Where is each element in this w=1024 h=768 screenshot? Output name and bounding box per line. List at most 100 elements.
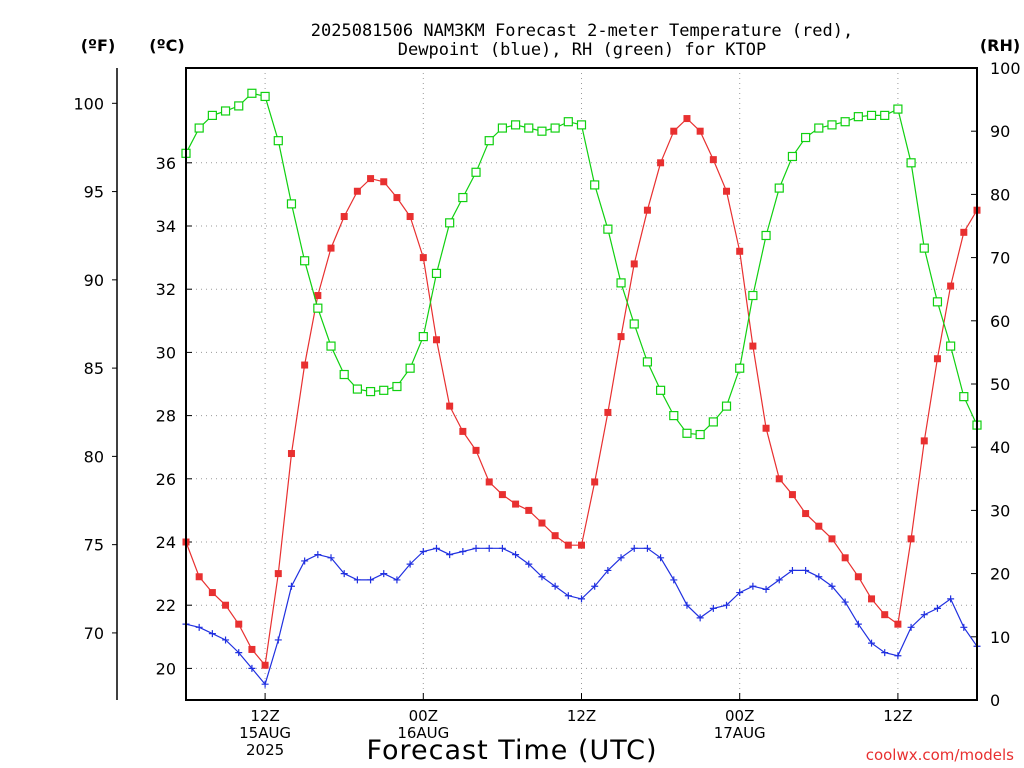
rh-point [326,341,336,351]
rh-point [458,192,468,203]
rh-tick-label: 20 [990,565,1010,584]
time-tick-label: 00Z [725,707,754,725]
rh-point [260,91,270,102]
fahrenheit-tick-label: 80 [84,447,104,466]
dewpoint-point [933,604,941,612]
rh-point [932,297,943,307]
temperature-point [617,333,625,341]
temperature-point [578,541,585,549]
rh-point [814,123,824,133]
time-tick-label: 16AUG [397,724,449,742]
dewpoint-point [907,623,915,631]
temperature-point [261,661,269,669]
temperature-point [828,535,836,543]
time-tick-label: 12Z [883,707,912,725]
dewpoint-point [274,636,282,644]
rh-point [959,392,969,402]
temperature-point [670,127,678,135]
dewpoint-point [261,680,269,688]
dewpoint-point [604,566,612,574]
rh-tick-label: 90 [990,122,1010,141]
rh-point [616,278,626,288]
rh-point [774,183,784,193]
fahrenheit-tick-label: 70 [84,624,104,643]
rh-point [761,230,771,241]
rh-point [642,357,653,367]
dewpoint-point [854,620,862,628]
temperature-point [749,342,757,350]
rh-point [801,132,811,143]
rh-point [735,363,745,373]
temperature-point [446,402,454,410]
temperature-point [432,336,440,344]
rh-point [220,106,231,116]
dewpoint-point [222,636,230,644]
temperature-point [604,408,612,416]
temperature-point [406,213,414,221]
temperature-point [274,570,282,578]
rh-point [563,117,573,127]
temperature-point [657,159,665,167]
dewpoint-point [419,547,427,555]
chart-title-line-2: Dewpoint (blue), RH (green) for KTOP [398,40,766,60]
rh-point [866,110,877,121]
temperature-series [182,115,981,669]
dewpoint-point [828,582,836,590]
rh-point [537,126,547,136]
rh-point [207,110,217,121]
temperature-point [208,589,216,597]
temperature-point [353,187,361,195]
temperature-point [947,282,955,290]
time-tick-label: 2025 [246,741,284,759]
rh-tick-label: 70 [990,249,1010,268]
rh-point [827,120,837,130]
dewpoint-point [617,554,625,562]
rh-point [379,385,389,395]
temperature-point [868,595,876,603]
rh-point [234,101,244,111]
temperature-point [788,491,796,499]
temperature-point [723,187,731,195]
rh-tick-label: 40 [990,438,1010,457]
temperature-point [630,260,638,268]
temperature-point [419,254,427,262]
rh-axis: 0 10 20 30 40 50 60 70 80 90 100 [971,59,1021,710]
dewpoint-point [393,576,401,584]
dewpoint-point [736,589,744,597]
rh-point [313,303,323,313]
dewpoint-point [525,560,533,568]
dewpoint-point [947,595,955,603]
dewpoint-point [775,576,783,584]
rh-point [510,120,521,130]
rh-point [194,123,204,133]
temperature-point [367,175,375,183]
temperature-point [327,244,335,252]
temperature-point [393,194,401,202]
rh-point [629,319,639,329]
fahrenheit-axis-unit: (ºF) [81,36,116,55]
dewpoint-point [788,566,796,574]
time-tick-label: 12Z [250,707,279,725]
dewpoint-point [643,544,651,552]
rh-point [787,151,798,162]
fahrenheit-axis: 70 75 80 85 90 95 100 [73,68,118,700]
x-axis-label: Forecast Time (UTC) [366,735,657,766]
temperature-point [762,424,770,432]
rh-point [655,385,666,395]
dewpoint-point [485,544,493,552]
dewpoint-point [512,551,520,559]
rh-point [300,256,310,266]
dewpoint-point [340,570,348,578]
rh-point [576,120,587,130]
rh-point [339,369,349,380]
temperature-point [551,532,559,540]
celsius-tick-label: 20 [156,659,176,678]
chart-title-line-1: 2025081506 NAM3KM Forecast 2-meter Tempe… [311,21,853,41]
temperature-point [538,519,546,527]
dewpoint-point [762,585,770,593]
dewpoint-point [564,592,572,600]
fahrenheit-tick-label: 90 [84,271,104,290]
dewpoint-point [920,611,928,619]
temperature-point [235,620,243,628]
